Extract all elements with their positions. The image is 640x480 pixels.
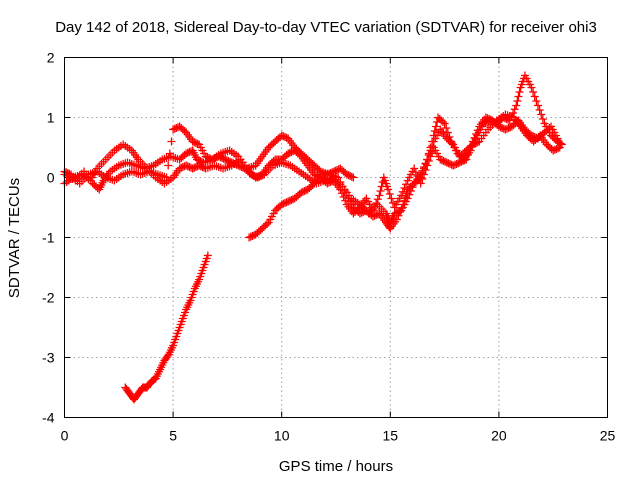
data-point <box>529 88 538 96</box>
data-point <box>462 155 471 164</box>
data-point <box>164 161 173 170</box>
data-point <box>416 170 425 179</box>
data-point <box>400 184 409 192</box>
data-point <box>387 194 396 203</box>
series-track-e <box>245 164 358 242</box>
data-point <box>554 144 563 153</box>
grid <box>64 57 608 418</box>
data-point <box>510 105 519 114</box>
data-point <box>398 187 407 196</box>
data-point <box>165 149 174 158</box>
series-track-a <box>60 71 566 233</box>
tick-labels: 0 5 10 15 20 25 -4 -3 -2 -1 0 1 2 <box>42 50 615 444</box>
data-point <box>341 196 350 205</box>
y-tick-label: 0 <box>47 170 55 186</box>
data-point <box>447 139 456 147</box>
y-tick-label: 2 <box>47 50 55 66</box>
data-point <box>347 172 356 181</box>
data-point <box>538 115 547 123</box>
data-point <box>349 173 358 182</box>
data-point <box>442 124 451 132</box>
data-point <box>555 143 564 152</box>
data-point <box>535 106 544 114</box>
data-point <box>553 134 562 143</box>
data-point <box>513 97 522 105</box>
data-point <box>385 190 394 198</box>
x-tick-label: 20 <box>491 428 507 444</box>
data-point <box>410 164 419 173</box>
data-point <box>438 118 447 126</box>
data-point <box>402 180 411 189</box>
data-point <box>527 83 536 92</box>
data-point <box>418 166 427 175</box>
data-point <box>423 155 432 164</box>
data-point <box>473 126 482 135</box>
x-tick-label: 15 <box>383 428 399 444</box>
data-point <box>408 183 417 192</box>
data-point <box>426 146 435 155</box>
data-point <box>440 119 449 128</box>
series-track-d <box>121 251 212 404</box>
data-marks <box>60 71 566 404</box>
data-point <box>403 194 412 203</box>
x-tick-label: 5 <box>169 428 177 444</box>
data-point <box>430 127 439 135</box>
data-point <box>473 138 482 147</box>
chart-title: Day 142 of 2018, Sidereal Day-to-day VTE… <box>55 19 597 36</box>
data-point <box>533 101 542 110</box>
data-point <box>203 251 212 260</box>
plot-frame <box>64 57 608 418</box>
data-point <box>405 190 414 199</box>
x-tick-label: 0 <box>61 428 69 444</box>
data-point <box>339 193 348 201</box>
data-point <box>411 168 420 177</box>
data-point <box>406 187 415 195</box>
data-point <box>556 139 565 148</box>
data-point <box>376 187 385 195</box>
y-axis-label: SDTVAR / TECUs <box>6 178 23 298</box>
data-point <box>515 88 524 96</box>
data-point <box>472 130 481 138</box>
y-tick-label: -1 <box>42 230 55 246</box>
data-point <box>514 92 523 101</box>
x-tick-label: 25 <box>600 428 616 444</box>
data-point <box>419 163 428 171</box>
data-point <box>397 191 406 200</box>
y-tick-label: -3 <box>42 350 55 366</box>
data-point <box>512 101 521 110</box>
data-point <box>424 151 433 159</box>
y-tick-label: 1 <box>47 110 55 126</box>
data-point <box>375 191 384 200</box>
data-point <box>530 92 539 101</box>
data-point <box>428 142 437 150</box>
data-point <box>532 97 541 105</box>
data-point <box>263 220 272 228</box>
data-point <box>162 173 171 182</box>
data-point <box>384 185 393 194</box>
data-point <box>421 159 430 168</box>
data-point <box>537 110 546 119</box>
data-point <box>167 137 176 146</box>
y-tick-label: -2 <box>42 290 55 306</box>
x-tick-label: 10 <box>274 428 290 444</box>
x-axis-label: GPS time / hours <box>279 458 393 475</box>
data-point <box>460 156 469 165</box>
y-tick-label: -4 <box>42 410 55 426</box>
data-point <box>431 122 440 131</box>
